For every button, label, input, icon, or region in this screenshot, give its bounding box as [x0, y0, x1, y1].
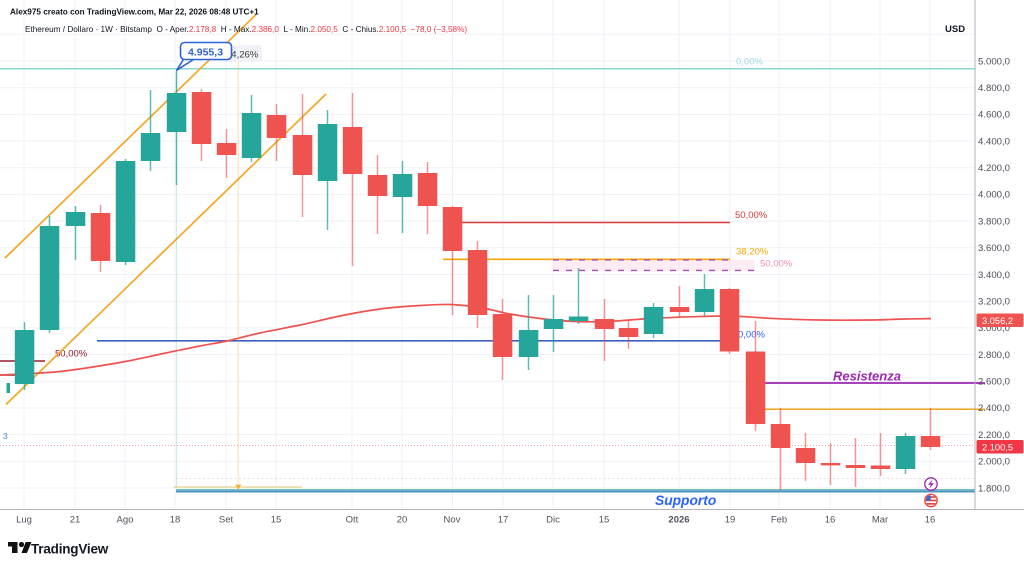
svg-text:4.600,0: 4.600,0	[978, 110, 1010, 121]
svg-text:1.800,0: 1.800,0	[978, 483, 1010, 494]
svg-text:Set: Set	[219, 515, 234, 526]
svg-text:2.000,0: 2.000,0	[978, 457, 1010, 468]
svg-text:2.200,0: 2.200,0	[978, 430, 1010, 441]
svg-text:Lug: Lug	[16, 515, 32, 526]
svg-text:2.600,0: 2.600,0	[978, 377, 1010, 388]
svg-text:4.955,3: 4.955,3	[188, 47, 223, 59]
svg-text:20: 20	[397, 515, 408, 526]
svg-text:4.000,0: 4.000,0	[978, 190, 1010, 201]
svg-text:15: 15	[599, 515, 610, 526]
svg-text:3.056,2: 3.056,2	[982, 316, 1013, 326]
svg-text:17: 17	[498, 515, 509, 526]
svg-text:2026: 2026	[668, 515, 689, 526]
svg-text:3.000,0: 3.000,0	[978, 323, 1010, 334]
svg-text:19: 19	[725, 515, 736, 526]
svg-text:2.100,5: 2.100,5	[982, 443, 1013, 453]
svg-text:64,26%: 64,26%	[226, 50, 259, 61]
svg-text:4.400,0: 4.400,0	[978, 136, 1010, 147]
svg-text:16: 16	[825, 515, 836, 526]
svg-text:50,00%: 50,00%	[735, 210, 768, 221]
svg-text:0,00%: 0,00%	[736, 57, 763, 68]
svg-text:3.200,0: 3.200,0	[978, 297, 1010, 308]
svg-text:21: 21	[70, 515, 81, 526]
svg-text:Ott: Ott	[346, 515, 359, 526]
svg-text:38,20%: 38,20%	[736, 247, 769, 258]
svg-text:5.000,0: 5.000,0	[978, 56, 1010, 67]
svg-text:50,00%: 50,00%	[55, 349, 88, 360]
svg-text:4.200,0: 4.200,0	[978, 163, 1010, 174]
svg-text:2.800,0: 2.800,0	[978, 350, 1010, 361]
svg-text:15: 15	[271, 515, 282, 526]
svg-text:Alex975 creato con TradingView: Alex975 creato con TradingView.com, Mar …	[10, 8, 259, 17]
svg-text:3.800,0: 3.800,0	[978, 216, 1010, 227]
svg-text:3.400,0: 3.400,0	[978, 270, 1010, 281]
svg-text:3: 3	[3, 431, 8, 441]
svg-text:4.800,0: 4.800,0	[978, 83, 1010, 94]
svg-text:0,00%: 0,00%	[738, 330, 765, 341]
svg-text:Nov: Nov	[444, 515, 461, 526]
svg-text:Ethereum / Dollaro · 1W · Bits: Ethereum / Dollaro · 1W · Bitstamp O - A…	[25, 25, 467, 34]
svg-text:16: 16	[925, 515, 936, 526]
svg-text:Mar: Mar	[872, 515, 888, 526]
svg-text:50,00%: 50,00%	[760, 259, 793, 270]
svg-text:TradingView: TradingView	[31, 542, 109, 557]
svg-text:Feb: Feb	[771, 515, 787, 526]
svg-text:Ago: Ago	[117, 515, 134, 526]
svg-text:Supporto: Supporto	[655, 493, 716, 508]
svg-text:Dic: Dic	[546, 515, 560, 526]
svg-text:2.400,0: 2.400,0	[978, 403, 1010, 414]
svg-text:3.600,0: 3.600,0	[978, 243, 1010, 254]
svg-text:18: 18	[170, 515, 181, 526]
svg-text:USD: USD	[945, 24, 965, 35]
svg-text:Resistenza: Resistenza	[833, 369, 901, 384]
